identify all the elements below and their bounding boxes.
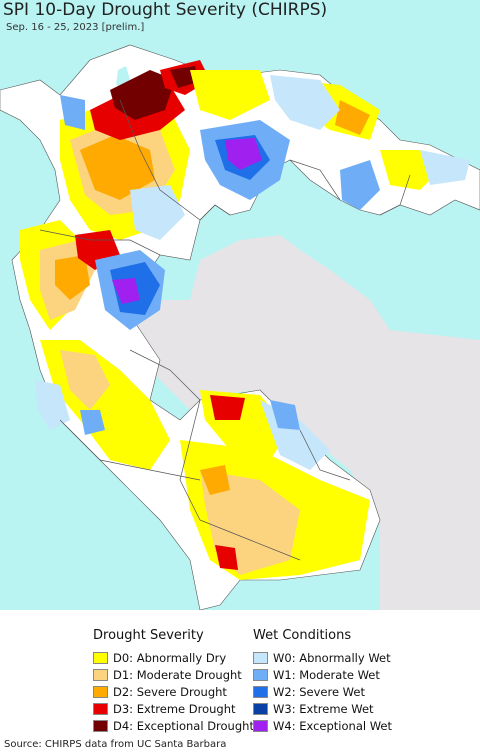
swatch-w1 [253, 668, 268, 681]
legend-label-d4: D4: Exceptional Drought [113, 718, 254, 733]
map-title: SPI 10-Day Drought Severity (CHIRPS) [3, 0, 328, 20]
swatch-d1 [93, 668, 108, 681]
legend-label-w1: W1: Moderate Wet [273, 667, 380, 682]
legend-label-d3: D3: Extreme Drought [113, 701, 236, 716]
wet-patches [35, 75, 470, 470]
legend-wet: Wet Conditions W0: Abnormally Wet W1: Mo… [253, 628, 392, 734]
legend-item-w3: W3: Extreme Wet [253, 700, 392, 717]
legend-item-d1: D1: Moderate Drought [93, 666, 254, 683]
swatch-w4 [253, 719, 268, 732]
legend-item-w0: W0: Abnormally Wet [253, 649, 392, 666]
legend-drought-heading: Drought Severity [93, 628, 204, 643]
map-subtitle: Sep. 16 - 25, 2023 [prelim.] [6, 22, 145, 33]
legend-label-d0: D0: Abnormally Dry [113, 650, 227, 665]
map-frame: SPI 10-Day Drought Severity (CHIRPS) Sep… [0, 0, 480, 610]
legend-item-w2: W2: Severe Wet [253, 683, 392, 700]
swatch-d0 [93, 651, 108, 664]
legend-label-w2: W2: Severe Wet [273, 684, 365, 699]
swatch-w0 [253, 651, 268, 664]
drought-map [0, 44, 480, 610]
swatch-w3 [253, 702, 268, 715]
legend: Drought Severity D0: Abnormally Dry D1: … [0, 610, 480, 735]
legend-item-d4: D4: Exceptional Drought [93, 717, 254, 734]
swatch-w2 [253, 685, 268, 698]
legend-label-w0: W0: Abnormally Wet [273, 650, 391, 665]
country-borders [39, 99, 411, 561]
swatch-d2 [93, 685, 108, 698]
legend-label-d1: D1: Moderate Drought [113, 667, 242, 682]
legend-item-d2: D2: Severe Drought [93, 683, 254, 700]
legend-item-w1: W1: Moderate Wet [253, 666, 392, 683]
legend-label-w4: W4: Exceptional Wet [273, 718, 392, 733]
source-credit: Source: CHIRPS data from UC Santa Barbar… [4, 739, 227, 750]
legend-label-d2: D2: Severe Drought [113, 684, 227, 699]
legend-item-w4: W4: Exceptional Wet [253, 717, 392, 734]
swatch-d4 [93, 719, 108, 732]
legend-label-w3: W3: Extreme Wet [273, 701, 374, 716]
legend-wet-heading: Wet Conditions [253, 628, 352, 643]
legend-drought: Drought Severity D0: Abnormally Dry D1: … [93, 628, 254, 734]
legend-item-d0: D0: Abnormally Dry [93, 649, 254, 666]
legend-item-d3: D3: Extreme Drought [93, 700, 254, 717]
swatch-d3 [93, 702, 108, 715]
